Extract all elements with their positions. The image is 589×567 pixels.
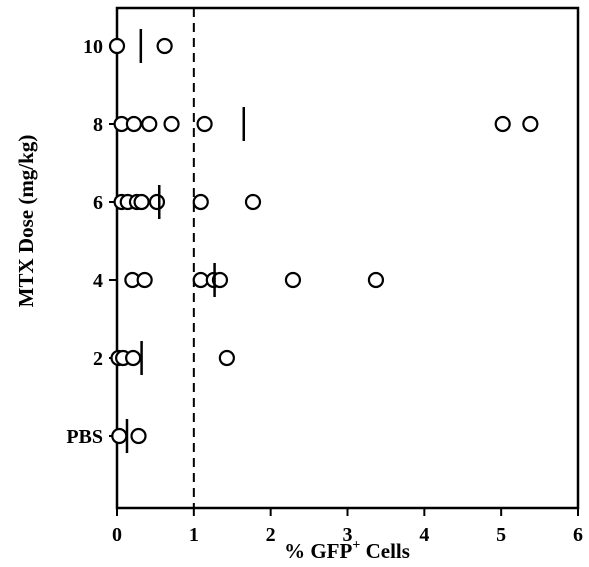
x-tick-label: 2 <box>266 524 276 546</box>
x-tick-label: 3 <box>343 524 353 546</box>
data-point <box>192 193 209 211</box>
y-tick-label: 4 <box>93 270 103 292</box>
data-point <box>218 349 235 367</box>
data-point <box>108 37 126 55</box>
data-point <box>125 115 143 133</box>
x-axis-label-suffix: Cells <box>360 539 410 563</box>
y-tick-label: 6 <box>93 192 103 214</box>
x-tick-label: 5 <box>496 524 506 546</box>
data-marks <box>108 29 539 453</box>
data-point <box>244 193 262 211</box>
data-point <box>196 115 213 133</box>
data-point <box>284 271 302 289</box>
x-axis-label-superscript: + <box>352 538 360 553</box>
y-tick-label: 2 <box>93 348 103 370</box>
data-point <box>494 115 511 133</box>
data-point <box>136 271 153 289</box>
data-point <box>130 427 147 445</box>
x-axis-label: % GFP+ Cells <box>284 538 410 563</box>
data-point <box>141 115 158 133</box>
data-point <box>125 349 142 367</box>
x-tick-label: 0 <box>112 524 122 546</box>
x-axis-label-main: % GFP <box>284 539 352 563</box>
axes: 0 1 2 3 4 5 6 10 8 6 4 2 PBS <box>66 6 583 546</box>
data-point <box>111 427 128 445</box>
data-point <box>192 271 209 289</box>
y-axis-label: MTX Dose (mg/kg) <box>14 135 38 308</box>
data-point <box>211 271 229 289</box>
y-tick-label: 8 <box>93 114 103 136</box>
data-point <box>163 115 180 133</box>
data-point <box>156 37 173 55</box>
data-point <box>133 193 150 211</box>
plot-frame <box>115 6 580 510</box>
data-point <box>367 271 385 289</box>
data-point <box>522 115 539 133</box>
data-point <box>148 193 166 211</box>
y-tick-label: 10 <box>83 36 103 58</box>
y-tick-label: PBS <box>66 426 103 448</box>
x-tick-label: 4 <box>419 524 429 546</box>
x-tick-label: 6 <box>573 524 583 546</box>
x-tick-label: 1 <box>189 524 199 546</box>
